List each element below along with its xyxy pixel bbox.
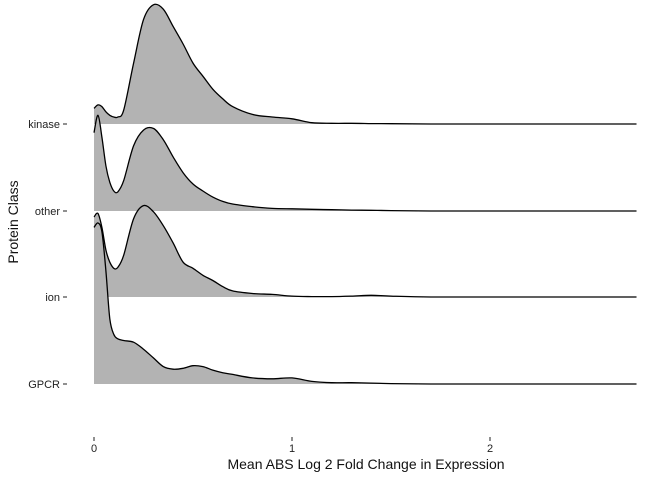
- y-axis-title: Protein Class: [5, 180, 21, 263]
- ridges: [93, 3, 637, 385]
- y-tick-label-ion: ion: [45, 292, 60, 304]
- x-axis-title: Mean ABS Log 2 Fold Change in Expression: [227, 456, 504, 472]
- ridge-line-gpcr: [93, 222, 637, 385]
- ridge-area-ion: [94, 205, 637, 298]
- y-tick-label-gpcr: GPCR: [28, 379, 60, 391]
- x-axis: 0 1 2: [91, 437, 493, 455]
- x-tick-label-1: 1: [289, 443, 295, 455]
- ridge-line-ion: [93, 204, 637, 298]
- ridge-line-other: [93, 114, 637, 212]
- ridge-line-kinase: [93, 3, 637, 125]
- ridge-area-other: [94, 115, 637, 212]
- x-tick-label-2: 2: [487, 443, 493, 455]
- y-tick-label-kinase: kinase: [28, 119, 60, 131]
- ridge-area-kinase: [94, 4, 637, 124]
- ridge-area-gpcr: [94, 222, 637, 385]
- y-axis: GPCR ion other kinase: [28, 119, 67, 391]
- x-tick-label-0: 0: [91, 443, 97, 455]
- y-tick-label-other: other: [35, 206, 60, 218]
